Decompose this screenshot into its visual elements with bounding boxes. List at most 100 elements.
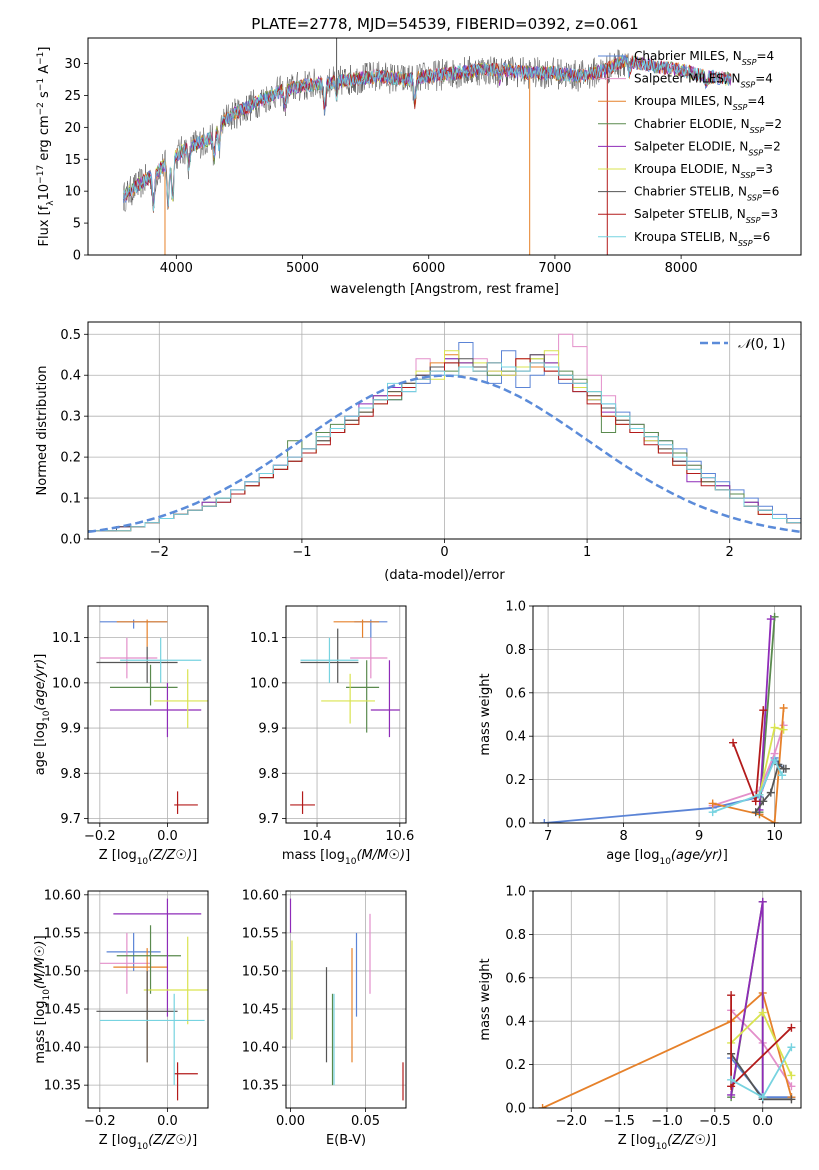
- weight-marker: [770, 723, 779, 732]
- x-tick-label: −1: [292, 545, 311, 560]
- y-tick-label: 10.40: [242, 1041, 279, 1056]
- x-tick-label: −0.2: [84, 1114, 116, 1129]
- y-tick-label: 0.1: [60, 492, 81, 507]
- x-axis-label: Z [log10(Z/Z☉)]: [99, 1133, 197, 1152]
- panel-mass-vs-Z: −0.2 0.0 10.35 10.40 10.45 10.50 10.55 10.60 Z […: [33, 888, 209, 1152]
- weight-marker: [755, 790, 764, 799]
- legend-label: Salpeter ELODIE, NSSP=2: [634, 139, 781, 157]
- axes-frame: [285, 605, 407, 824]
- x-tick-label: −2.0: [555, 1114, 587, 1129]
- errorbar-point: [106, 932, 161, 971]
- weight-line: [732, 710, 765, 802]
- histogram-series: [88, 362, 801, 539]
- errorbar-point: [333, 619, 380, 638]
- y-tick-label: 0.8: [505, 643, 526, 658]
- axes-frame: [285, 890, 407, 1109]
- y-tick-label: 0.6: [505, 686, 526, 701]
- x-tick-label: 4000: [160, 261, 193, 276]
- plot-area: [122, 38, 732, 255]
- panel-residuals: −2 −1 0 1 2 0.0 0.1 0.2 0.3 0.4 0.5 (data-model)/er…: [35, 321, 802, 583]
- errorbar-point: [99, 932, 151, 994]
- y-tick-label: 20: [64, 121, 81, 136]
- errorbar-point: [96, 646, 178, 683]
- weight-line: [730, 1009, 793, 1087]
- weight-marker: [758, 1008, 767, 1017]
- y-axis-label: age [log10(age/yr)]: [33, 654, 52, 776]
- panel-age-vs-Z: −0.2 0.0 9.7 9.8 9.9 10.0 10.1 Z [log10(Z/Z☉)] a…: [33, 605, 209, 867]
- y-tick-label: 9.7: [60, 812, 81, 827]
- panel-mass-vs-ebv: 0.00 0.05 10.35 10.40 10.45 10.50 10.55 10.60 E(…: [242, 888, 407, 1148]
- x-tick-label: 0.00: [276, 1114, 305, 1129]
- weight-marker: [758, 1093, 767, 1102]
- y-tick-label: 10.55: [242, 926, 279, 941]
- y-tick-label: 0.4: [505, 1015, 526, 1030]
- y-tick-label: 9.8: [60, 767, 81, 782]
- x-axis-label: (data-model)/error: [384, 568, 505, 583]
- x-tick-label: 10.6: [385, 829, 414, 844]
- x-axis-label: wavelength [Angstrom, rest frame]: [330, 282, 559, 297]
- weight-marker: [727, 991, 736, 1000]
- y-tick-label: 9.9: [258, 722, 279, 737]
- plot-area: [96, 898, 208, 1101]
- y-tick-label: 25: [64, 89, 81, 104]
- errorbar-point: [300, 637, 359, 683]
- weight-marker: [766, 615, 775, 624]
- legend-label: Chabrier STELIB, NSSP=6: [634, 185, 779, 203]
- errorbar-point: [109, 664, 178, 706]
- axes-frame: [87, 890, 209, 1109]
- x-tick-label: 5000: [286, 261, 319, 276]
- y-tick-label: 10.50: [44, 964, 81, 979]
- x-tick-label: 8000: [665, 261, 698, 276]
- y-tick-label: 0.8: [505, 928, 526, 943]
- errorbar-point: [113, 898, 202, 1017]
- plot-area: [88, 333, 801, 539]
- errorbar-point: [346, 660, 380, 733]
- errorbar-point: [370, 660, 400, 738]
- weight-marker: [751, 808, 760, 817]
- y-axis-label: mass weight: [478, 958, 493, 1040]
- y-tick-label: 0.0: [505, 817, 526, 832]
- panel-mass-weight-vs-Z: −2.0 −1.5 −1.0 −0.5 0.0 0.0 0.2 0.4 0.6 0.8 1.0 Z […: [478, 885, 802, 1152]
- legend-label: 𝒩(0, 1): [738, 337, 785, 352]
- normal-curve: [88, 374, 801, 534]
- weight-marker: [787, 1023, 796, 1032]
- errorbar-point: [99, 993, 205, 1086]
- x-tick-label: 6000: [412, 261, 445, 276]
- weight-marker: [770, 756, 779, 765]
- plot-area: [96, 619, 208, 814]
- y-tick-label: 0.0: [505, 1102, 526, 1117]
- errorbar-point: [99, 619, 168, 629]
- y-tick-label: 10.40: [44, 1041, 81, 1056]
- axes-frame: [87, 37, 802, 256]
- weight-line: [730, 901, 764, 1100]
- x-tick-label: 8: [619, 829, 627, 844]
- y-tick-label: 0.0: [60, 533, 81, 548]
- weight-marker: [538, 1104, 547, 1108]
- y-tick-label: 9.7: [258, 812, 279, 827]
- y-tick-label: 10.60: [242, 888, 279, 903]
- x-axis-label: mass [log10(M/M☉)]: [282, 848, 410, 867]
- panel-age-vs-mass: 10.4 10.6 9.7 9.8 9.9 10.0 10.1 mass [log10(M/M…: [250, 605, 414, 867]
- errorbar-point: [99, 637, 158, 679]
- weight-marker: [766, 788, 775, 797]
- weight-line: [712, 757, 783, 813]
- legend-label: Kroupa ELODIE, NSSP=3: [634, 162, 773, 180]
- legend-label: Salpeter MILES, NSSP=4: [634, 72, 773, 90]
- y-tick-label: 30: [64, 57, 81, 72]
- legend-label: Salpeter STELIB, NSSP=3: [634, 207, 778, 225]
- y-tick-label: 0: [73, 249, 81, 264]
- errorbar-point: [143, 936, 208, 1025]
- y-tick-label: 10.35: [44, 1079, 81, 1094]
- y-tick-label: 0.2: [505, 773, 526, 788]
- y-axis-label: mass [log10(M/M☉)]: [33, 935, 52, 1063]
- legend-label: Kroupa STELIB, NSSP=6: [634, 230, 770, 248]
- x-tick-label: 10: [766, 829, 783, 844]
- x-tick-label: 2: [726, 545, 734, 560]
- y-tick-label: 10.1: [52, 631, 81, 646]
- legend-label: Kroupa MILES, NSSP=4: [634, 94, 765, 112]
- x-tick-label: −1.0: [651, 1114, 683, 1129]
- errorbar-point: [116, 925, 181, 994]
- x-axis-label: E(B-V): [326, 1133, 366, 1148]
- weight-marker: [787, 1071, 796, 1080]
- errorbar-point: [350, 637, 388, 679]
